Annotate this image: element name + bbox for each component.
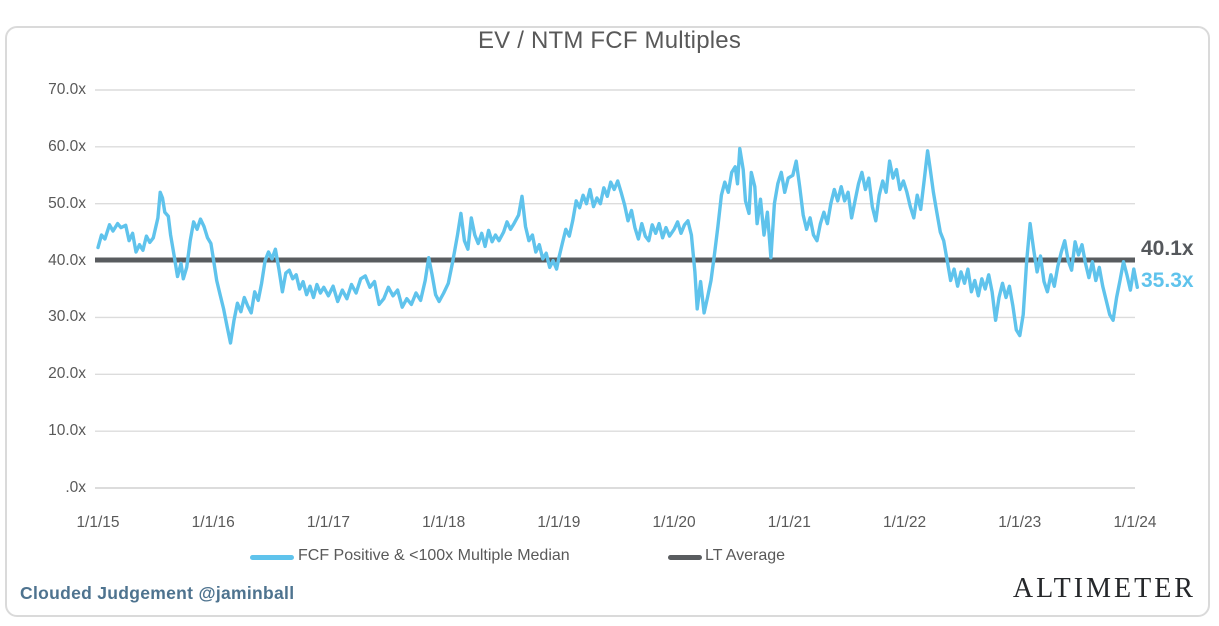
x-tick-label: 1/1/23	[998, 514, 1042, 531]
y-tick-label: 30.0x	[48, 308, 86, 326]
legend-label-lt-average: LT Average	[705, 547, 786, 564]
y-tick-label: 60.0x	[48, 137, 86, 155]
lt-average-value-label: 40.1x	[1141, 237, 1194, 260]
y-tick-label: 20.0x	[48, 365, 86, 383]
y-tick-label: 50.0x	[48, 194, 86, 212]
lt-average-line-swatch-icon	[668, 555, 702, 560]
x-tick-label: 1/1/24	[1113, 514, 1157, 531]
x-tick-label: 1/1/19	[537, 514, 581, 531]
legend-item-lt-average: LT Average	[668, 547, 818, 569]
chart-title: EV / NTM FCF Multiples	[477, 27, 742, 54]
x-tick-label: 1/1/22	[882, 514, 927, 531]
legend-item-series: FCF Positive & <100x Multiple Median	[250, 547, 622, 569]
legend-label-series: FCF Positive & <100x Multiple Median	[298, 547, 570, 564]
altimeter-logo: ALTIMETER	[1012, 573, 1196, 604]
y-tick-label: 70.0x	[48, 81, 86, 98]
latest-value-label: 35.3x	[1141, 269, 1194, 292]
x-tick-label: 1/1/17	[306, 514, 350, 531]
x-tick-label: 1/1/20	[652, 514, 696, 531]
x-tick-label: 1/1/16	[191, 514, 235, 531]
y-tick-label: 10.0x	[48, 422, 86, 440]
x-tick-label: 1/1/21	[767, 514, 811, 531]
x-tick-label: 1/1/15	[76, 514, 120, 531]
credit-text: Clouded Judgement @jaminball	[20, 583, 295, 603]
y-tick-label: 40.0x	[48, 251, 86, 269]
x-tick-label: 1/1/18	[422, 514, 466, 531]
series-line-swatch-icon	[250, 555, 294, 560]
y-tick-label: .0x	[65, 479, 86, 496]
